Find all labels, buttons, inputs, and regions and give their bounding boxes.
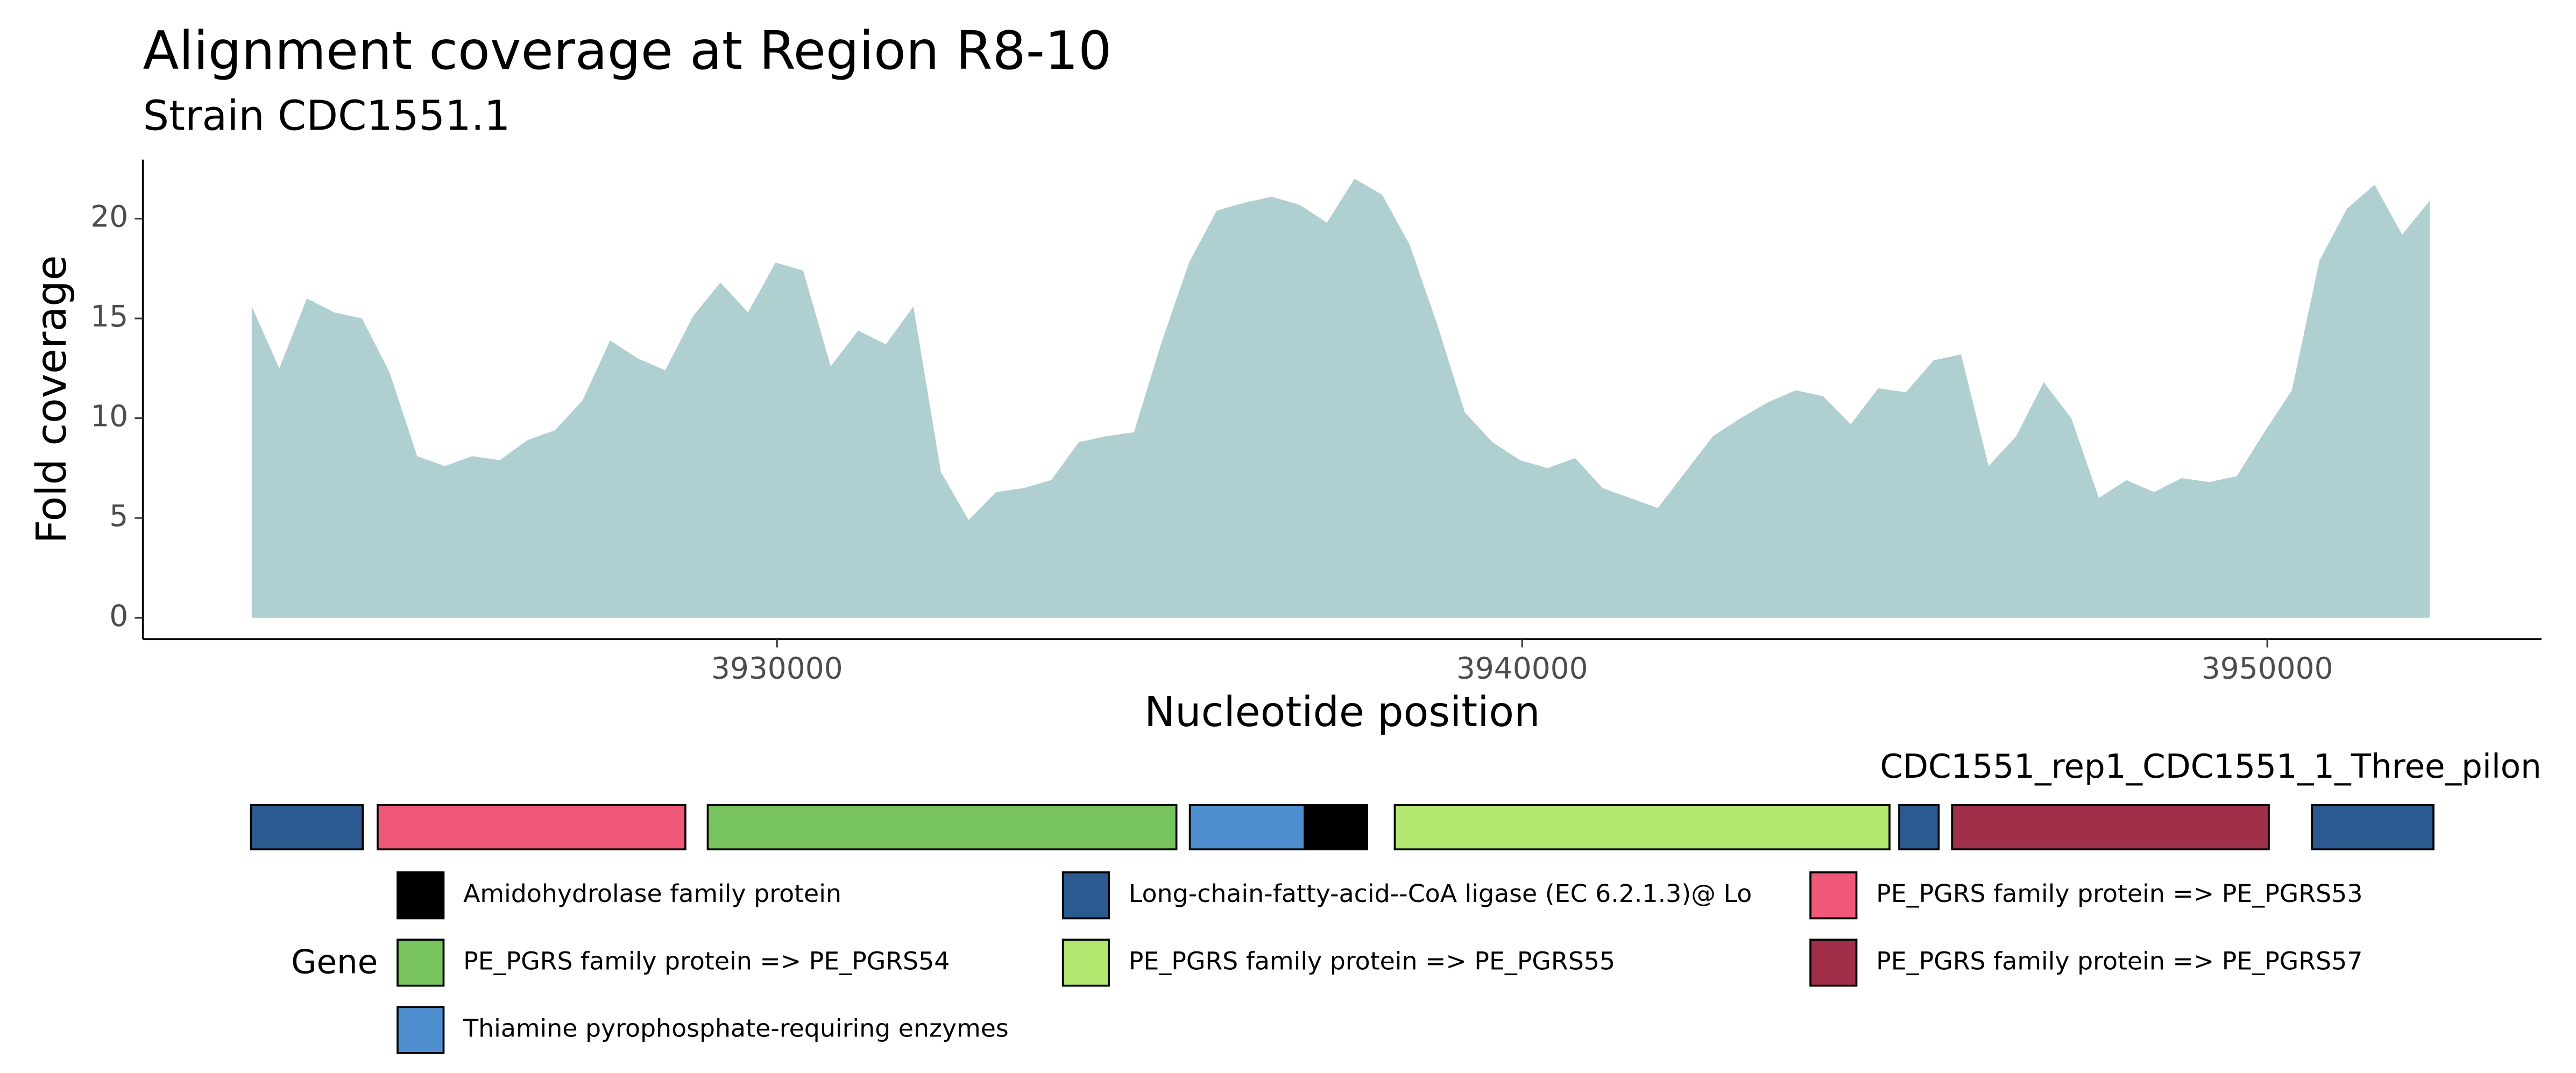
chart-title: Alignment coverage at Region R8-10	[143, 20, 1112, 82]
gene	[1303, 804, 1368, 851]
legend-swatch	[397, 939, 445, 987]
legend-label: Long-chain-fatty-acid--CoA ligase (EC 6.…	[1129, 879, 1752, 908]
x-tick-label: 3950000	[2202, 651, 2333, 685]
y-tick-label: 10	[90, 399, 128, 434]
legend-label: PE_PGRS family protein => PE_PGRS53	[1876, 879, 2362, 908]
track-label: CDC1551_rep1_CDC1551_1_Three_pilon	[1880, 748, 2541, 786]
legend-swatch	[1061, 939, 1110, 987]
gene	[2311, 804, 2435, 851]
gene	[1188, 804, 1306, 851]
legend-swatch	[1061, 871, 1110, 920]
legend-label: PE_PGRS family protein => PE_PGRS55	[1129, 946, 1615, 975]
x-tick-label: 3940000	[1456, 651, 1588, 685]
gene	[1898, 804, 1940, 851]
gene	[250, 804, 364, 851]
legend-swatch	[397, 1006, 445, 1054]
gene	[377, 804, 687, 851]
legend-label: Amidohydrolase family protein	[463, 879, 841, 908]
legend-swatch	[397, 871, 445, 920]
gene	[1951, 804, 2270, 851]
legend-label: PE_PGRS family protein => PE_PGRS57	[1876, 946, 2362, 975]
gene	[706, 804, 1178, 851]
y-tick-label: 15	[90, 299, 128, 333]
y-tick-label: 20	[90, 200, 128, 234]
x-axis-label: Nucleotide position	[1144, 688, 1540, 736]
legend-swatch	[1809, 939, 1858, 987]
y-axis-label: Fold coverage	[28, 255, 76, 543]
y-tick-label: 0	[109, 599, 128, 633]
x-tick-label: 3930000	[711, 651, 843, 685]
legend-label: Thiamine pyrophosphate-requiring enzymes	[463, 1014, 1009, 1043]
coverage-area	[251, 179, 2430, 618]
y-tick-label: 5	[109, 499, 128, 533]
legend-label: PE_PGRS family protein => PE_PGRS54	[463, 946, 950, 975]
gene	[1393, 804, 1891, 851]
legend-title: Gene	[291, 943, 378, 982]
legend-swatch	[1809, 871, 1858, 920]
chart-subtitle: Strain CDC1551.1	[143, 92, 511, 140]
